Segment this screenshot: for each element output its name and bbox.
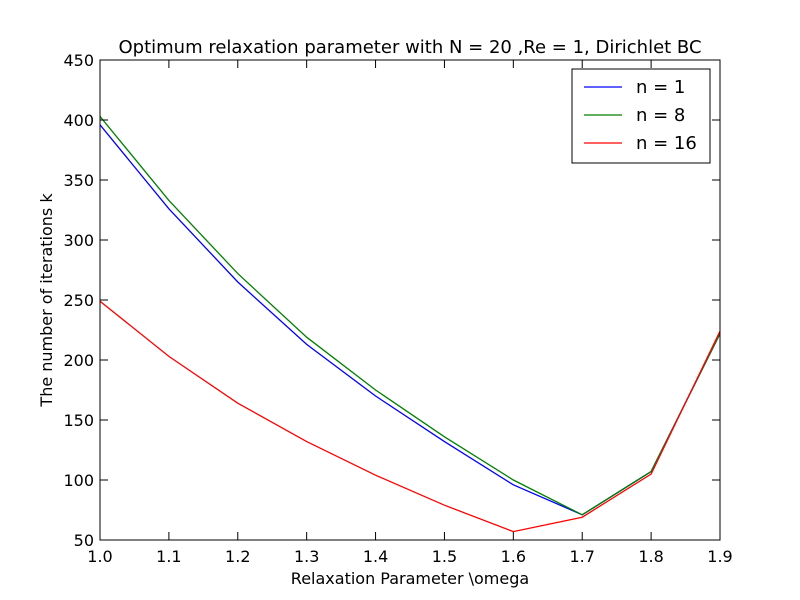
x-tick-label: 1.6 xyxy=(501,547,526,566)
chart-title: Optimum relaxation parameter with N = 20… xyxy=(118,37,701,58)
x-tick-label: 1.2 xyxy=(225,547,250,566)
plot-area xyxy=(99,115,721,533)
x-tick-label: 1.0 xyxy=(87,547,112,566)
y-tick-label: 100 xyxy=(63,471,94,490)
y-tick-label: 150 xyxy=(63,411,94,430)
legend: n = 1 n = 8 n = 16 xyxy=(571,68,711,164)
y-tick-label: 400 xyxy=(63,111,94,130)
y-tick-label: 300 xyxy=(63,231,94,250)
y-tick-label: 250 xyxy=(63,291,94,310)
x-axis-ticks: 1.0 1.1 1.2 1.3 1.4 1.5 1.6 1.7 1.8 1.9 xyxy=(87,60,733,566)
x-tick-label: 1.8 xyxy=(638,547,663,566)
x-tick-label: 1.9 xyxy=(707,547,732,566)
y-axis-ticks: 50 100 150 200 250 300 350 400 450 xyxy=(63,51,720,550)
y-tick-label: 450 xyxy=(63,51,94,70)
x-tick-label: 1.3 xyxy=(294,547,319,566)
x-tick-label: 1.7 xyxy=(569,547,594,566)
y-tick-label: 50 xyxy=(74,531,94,550)
x-tick-label: 1.1 xyxy=(156,547,181,566)
y-tick-label: 350 xyxy=(63,171,94,190)
legend-label-3: n = 16 xyxy=(636,133,697,154)
series-line-3 xyxy=(99,300,721,533)
series-line-2 xyxy=(99,115,721,516)
series-line-1 xyxy=(99,124,721,516)
y-axis-label: The number of iterations k xyxy=(37,193,56,408)
legend-label-1: n = 1 xyxy=(636,77,685,98)
x-tick-label: 1.4 xyxy=(363,547,388,566)
legend-box xyxy=(571,68,711,164)
x-axis-label: Relaxation Parameter \omega xyxy=(291,569,529,588)
legend-label-2: n = 8 xyxy=(636,105,685,126)
x-tick-label: 1.5 xyxy=(432,547,457,566)
y-tick-label: 200 xyxy=(63,351,94,370)
